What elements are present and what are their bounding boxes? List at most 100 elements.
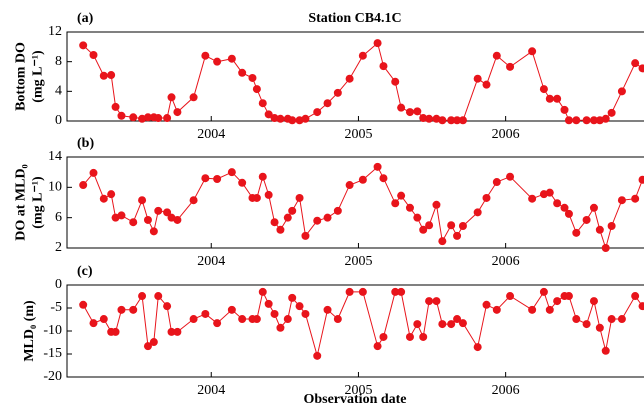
data-point: [288, 293, 297, 302]
data-point: [288, 116, 297, 125]
panel: (b) 2 6 10 14 2004 2005 2006 DO at MLD₀ (mg L⁻¹): [14, 136, 644, 269]
data-point: [397, 191, 406, 200]
data-point: [283, 315, 292, 324]
data-point: [595, 323, 604, 332]
data-point: [528, 47, 537, 56]
data-point: [333, 315, 342, 324]
data-point: [138, 292, 147, 301]
y-axis-label: (mg L⁻¹): [31, 176, 46, 229]
data-point: [607, 222, 616, 231]
data-point: [258, 287, 267, 296]
data-point: [238, 315, 247, 324]
data-point: [617, 315, 626, 324]
data-point: [163, 302, 172, 311]
data-point: [545, 94, 554, 103]
x-tick-label: 2006: [492, 383, 520, 398]
data-point: [264, 190, 273, 199]
data-point: [323, 213, 332, 222]
data-point: [572, 228, 581, 237]
data-point: [553, 297, 562, 306]
data-point: [397, 103, 406, 112]
data-point: [248, 73, 257, 82]
data-point: [313, 216, 322, 225]
data-point: [129, 305, 138, 314]
data-point: [631, 59, 640, 68]
data-point: [270, 114, 279, 123]
data-point: [482, 193, 491, 202]
x-tick-label: 2004: [197, 127, 225, 142]
data-point: [553, 94, 562, 103]
data-point: [453, 116, 462, 125]
data-point: [638, 64, 644, 73]
data-point: [129, 113, 138, 122]
panel: (c) -20 -15 -10 -5 0 2004 2005 2006 MLD₀ (m) Obser…: [22, 264, 644, 407]
data-point: [301, 231, 310, 240]
data-point: [373, 342, 382, 351]
data-point: [167, 93, 176, 102]
data-point: [117, 211, 126, 220]
chart-title: Station CB4.1C: [308, 11, 401, 26]
data-point: [295, 302, 304, 311]
data-point: [201, 174, 210, 183]
data-point: [345, 181, 354, 190]
data-point: [189, 315, 198, 324]
data-point: [258, 99, 267, 108]
y-tick-label: 0: [55, 113, 62, 128]
data-point: [258, 172, 267, 181]
x-tick-label: 2005: [344, 127, 372, 142]
data-point: [201, 309, 210, 318]
data-point: [323, 99, 332, 108]
data-point: [129, 218, 138, 227]
data-point: [638, 302, 644, 311]
data-point: [432, 297, 441, 306]
data-point: [143, 342, 152, 351]
data-point: [173, 327, 182, 336]
data-point: [528, 194, 537, 203]
data-point: [201, 51, 210, 60]
data-point: [189, 196, 198, 205]
data-point: [425, 297, 434, 306]
data-point: [482, 80, 491, 89]
data-point: [79, 181, 88, 190]
data-point: [413, 107, 422, 116]
data-layer: [79, 162, 644, 252]
data-point: [213, 319, 222, 328]
data-point: [333, 206, 342, 215]
axis-frame: [66, 31, 644, 122]
data-point: [154, 206, 163, 215]
data-point: [154, 292, 163, 301]
data-point: [539, 287, 548, 296]
y-tick-label: 4: [55, 84, 62, 99]
data-point: [438, 237, 447, 246]
data-point: [473, 208, 482, 217]
data-point: [545, 188, 554, 197]
data-point: [413, 320, 422, 329]
data-point: [89, 168, 98, 177]
y-tick-label: 12: [48, 24, 62, 39]
x-tick-label: 2005: [344, 383, 372, 398]
data-point: [391, 287, 400, 296]
data-point: [117, 305, 126, 314]
data-point: [107, 71, 116, 80]
data-point: [447, 320, 456, 329]
data-point: [458, 319, 467, 328]
data-point: [117, 111, 126, 120]
data-point: [539, 85, 548, 94]
data-point: [264, 110, 273, 119]
data-point: [323, 305, 332, 314]
data-point: [238, 178, 247, 187]
data-point: [438, 116, 447, 125]
y-tick-label: 10: [48, 180, 62, 195]
x-tick-label: 2004: [197, 383, 225, 398]
x-axis-label: Observation date: [303, 392, 406, 407]
y-axis-label: Bottom DO: [14, 42, 29, 111]
data-point: [89, 319, 98, 328]
data-point: [154, 114, 163, 123]
data-point: [107, 190, 116, 199]
data-point: [425, 114, 434, 123]
y-axis-label: (mg L⁻¹): [31, 50, 46, 103]
data-point: [264, 299, 273, 308]
data-point: [391, 77, 400, 86]
data-point: [506, 172, 515, 181]
data-point: [295, 193, 304, 202]
